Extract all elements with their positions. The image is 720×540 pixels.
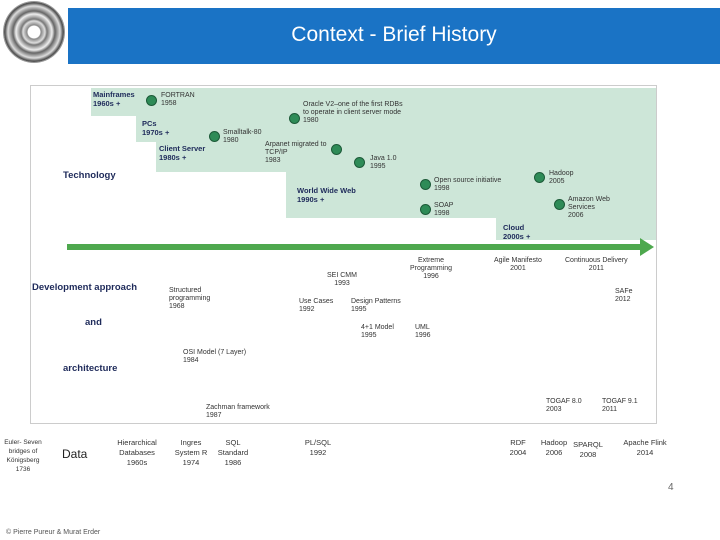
- node-sei-cmm: SEI CMM 1993: [327, 272, 357, 287]
- step-mainframes: Mainframes 1960s +: [93, 90, 135, 108]
- copyright-notice: © Pierre Pureur & Murat Erder: [6, 529, 101, 536]
- node-osi: OSI Model (7 Layer) 1984: [183, 349, 247, 364]
- step-pcs: PCs 1970s +: [142, 119, 170, 137]
- node-structured: Structured programming 1968: [169, 287, 211, 310]
- tech-band-mainframes: [91, 88, 656, 116]
- section-technology: Technology: [63, 170, 116, 181]
- timeline-arrow-head: [640, 238, 654, 256]
- step-web: World Wide Web 1990s +: [297, 186, 356, 204]
- tech-band-client-server: [156, 142, 656, 172]
- node-smalltalk: Smalltalk-80 1980: [223, 129, 262, 144]
- node-safe: SAFe 2012: [615, 288, 633, 303]
- node-oracle: Oracle V2–one of the first RDBs to opera…: [303, 101, 403, 124]
- node-soap: SOAP 1998: [434, 202, 454, 217]
- data-item-ingres: Ingres System R 1974: [174, 438, 208, 467]
- node-4plus1: 4+1 Model 1995: [361, 324, 394, 339]
- tech-band-pcs: [136, 116, 656, 142]
- timeline-arrow: [67, 244, 642, 250]
- data-heading: Data: [62, 447, 88, 461]
- node-zachman: Zachman framework 1987: [206, 404, 270, 419]
- tech-band-cloud: [496, 218, 656, 240]
- node-dot: [331, 144, 342, 155]
- node-uml: UML 1996: [415, 324, 431, 339]
- node-open-source: Open source initiative 1998: [434, 177, 502, 192]
- section-architecture: architecture: [63, 363, 118, 374]
- timeline-figure: Mainframes 1960s + PCs 1970s + Client Serv…: [30, 85, 657, 424]
- data-item-rdf: RDF 2004: [509, 438, 527, 457]
- node-agile: Agile Manifesto 2001: [494, 257, 542, 272]
- step-cloud: Cloud 2000s +: [503, 223, 531, 241]
- section-and: and: [85, 317, 102, 328]
- node-togaf9: TOGAF 9.1 2011: [602, 398, 638, 413]
- node-dot: [146, 95, 157, 106]
- node-dot: [534, 172, 545, 183]
- data-item-sql: SQL Standard 1986: [217, 438, 249, 467]
- node-dot: [354, 157, 365, 168]
- node-dot: [420, 179, 431, 190]
- node-dot: [209, 131, 220, 142]
- node-aws: Amazon Web Services 2006: [568, 196, 610, 219]
- tech-band-web: [286, 172, 656, 218]
- data-item-sparql: SPARQL 2008: [573, 440, 603, 459]
- slide-header: Context - Brief History: [0, 0, 720, 82]
- node-dot: [554, 199, 565, 210]
- node-arpanet: Arpanet migrated to TCP/IP 1983: [265, 141, 327, 164]
- node-java: Java 1.0 1995: [370, 155, 397, 170]
- data-item-flink: Apache Flink 2014: [623, 438, 667, 457]
- node-cd: Continuous Delivery 2011: [565, 257, 628, 272]
- node-design-patterns: Design Patterns 1995: [351, 298, 401, 313]
- node-xp: Extreme Programming 1996: [409, 257, 452, 280]
- node-fortran: FORTRAN 1958: [161, 92, 195, 107]
- page-number: 4: [668, 482, 674, 493]
- node-dot: [420, 204, 431, 215]
- title-bar: Context - Brief History: [68, 8, 720, 64]
- spiral-logo-icon: [4, 2, 64, 62]
- step-client-server: Client Server 1980s +: [159, 144, 206, 162]
- node-hadoop: Hadoop 2005: [549, 170, 574, 185]
- data-euler: Euler- Seven bridges of Königsberg 1736: [4, 439, 42, 473]
- data-item-plsql: PL/SQL 1992: [304, 438, 332, 457]
- node-togaf8: TOGAF 8.0 2003: [546, 398, 582, 413]
- node-dot: [289, 113, 300, 124]
- node-use-cases: Use Cases 1992: [299, 298, 334, 313]
- slide-title: Context - Brief History: [291, 23, 497, 46]
- data-item-hierarchical: Hierarchical Databases 1960s: [117, 438, 157, 467]
- data-item-hadoop: Hadoop 2006: [540, 438, 568, 457]
- section-dev-approach: Development approach: [32, 282, 138, 293]
